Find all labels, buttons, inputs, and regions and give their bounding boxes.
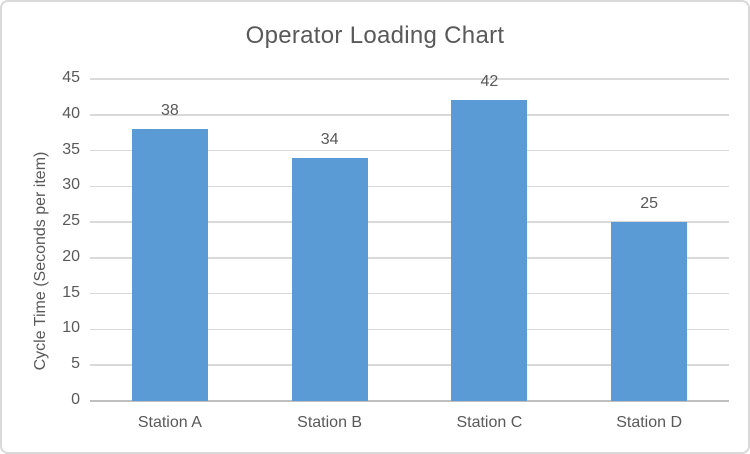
gridline-30 [90,185,729,188]
y-tick-label-40: 40 [62,104,80,122]
bar-value-label-station-d: 25 [640,195,659,213]
bar-station-c [451,100,528,401]
x-axis-line [90,400,729,402]
y-tick-label-10: 10 [62,319,80,337]
y-tick-label-35: 35 [62,140,80,158]
bar-value-label-station-b: 34 [320,130,339,148]
x-category-label-station-a: Station A [137,414,202,431]
chart-title: Operator Loading Chart [245,22,505,49]
x-category-label-station-d: Station D [616,414,683,431]
bar-station-d [611,222,688,401]
x-category-label-station-b: Station B [297,414,363,431]
bar-value-label-station-c: 42 [480,73,499,91]
y-tick-label-30: 30 [62,176,80,194]
gridline-15 [90,292,729,295]
y-tick-label-0: 0 [71,391,80,408]
y-tick-label-5: 5 [71,355,80,373]
bar-station-a [131,129,208,401]
gridline-35 [90,149,729,152]
y-tick-label-20: 20 [62,247,80,265]
gridline-20 [90,257,729,259]
gridline-10 [90,328,729,331]
y-tick-label-25: 25 [62,212,80,230]
y-tick-label-45: 45 [62,69,80,86]
gridline-5 [90,364,729,366]
plot-area [90,78,729,402]
gridline-25 [90,221,729,223]
gridline-45 [90,78,729,80]
bar-value-label-station-a: 38 [160,102,179,120]
y-tick-label-15: 15 [62,283,80,301]
x-category-label-station-c: Station C [456,414,523,431]
bar-station-b [291,157,368,401]
gridline-40 [90,114,729,116]
